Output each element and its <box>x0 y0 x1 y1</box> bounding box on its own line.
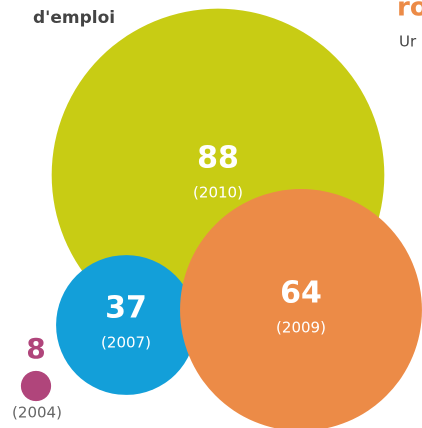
category-label: (2010) <box>193 184 243 202</box>
category-label: (2007) <box>101 334 151 352</box>
value-label: 64 <box>280 276 322 311</box>
value-label: 88 <box>197 141 239 176</box>
bubble <box>56 255 196 395</box>
bubble <box>180 189 422 428</box>
annotation: Ur <box>399 33 417 51</box>
bubble <box>20 370 52 402</box>
value-label: 8 <box>26 332 45 365</box>
value-label: 37 <box>105 291 147 326</box>
category-label: (2009) <box>276 319 326 337</box>
annotation: ro <box>397 0 422 23</box>
category-label: (2004) <box>12 404 62 422</box>
chart-title: d'emploi <box>33 8 115 28</box>
